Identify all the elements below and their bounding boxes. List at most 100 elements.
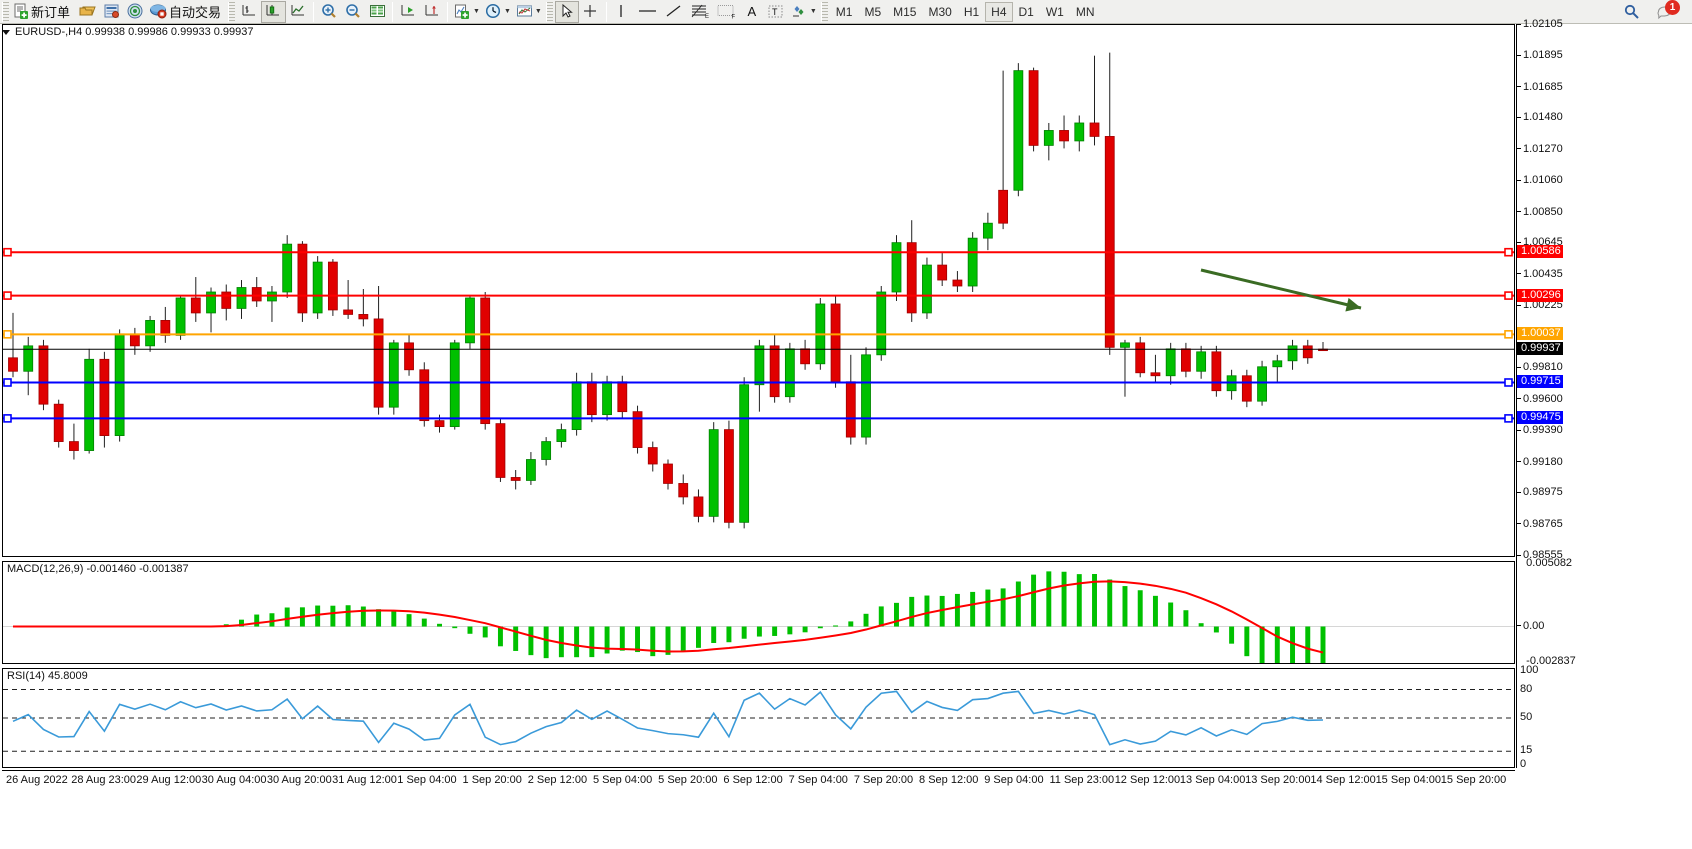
bar-chart-icon — [242, 5, 255, 16]
price-tick: 0.99810 — [1517, 362, 1563, 373]
line-chart-button[interactable] — [286, 1, 310, 23]
time-tick: 15 Sep 20:00 — [1440, 774, 1507, 786]
auto-scroll-button[interactable] — [396, 1, 420, 23]
chart-container[interactable]: EURUSD-,H4 0.99938 0.99986 0.99933 0.999… — [0, 19, 1692, 849]
notifications-button[interactable]: 1 — [1652, 0, 1680, 23]
price-tick: 0.98555 — [1517, 550, 1563, 561]
zoom-out-button[interactable] — [341, 1, 365, 23]
timeframe-m1[interactable]: M1 — [835, 4, 853, 19]
fibonacci-button[interactable]: E — [686, 1, 713, 23]
templates-caret-icon[interactable]: ▼ — [534, 8, 542, 15]
timeframe-h1[interactable]: H1 — [963, 4, 980, 19]
new-order-button[interactable]: 新订单 — [11, 1, 75, 23]
trendline-button[interactable] — [661, 1, 686, 23]
timeframe-mn[interactable]: MN — [1075, 4, 1095, 19]
new-order-icon — [14, 3, 28, 19]
horizontal-line-button[interactable] — [634, 1, 661, 23]
toolbar-separator-3 — [447, 1, 449, 22]
folder-button[interactable] — [75, 1, 99, 23]
rsi-tick: 0 — [1520, 758, 1527, 770]
toolbar-separator-1 — [313, 1, 315, 22]
price-tick: 0.98765 — [1517, 518, 1563, 530]
terminal-button[interactable] — [99, 1, 123, 23]
timeframe-m5[interactable]: M5 — [864, 4, 882, 19]
period-button[interactable]: ▼ — [482, 1, 513, 23]
chart-shift-button[interactable] — [420, 1, 444, 23]
svg-text:T: T — [772, 7, 778, 17]
time-tick: 13 Sep 04:00 — [1179, 774, 1246, 786]
text-button[interactable]: A — [740, 1, 764, 23]
objects-caret-icon[interactable]: ▼ — [809, 8, 817, 15]
macd-tick: -0.002837 — [1517, 655, 1576, 667]
time-tick: 1 Sep 04:00 — [397, 774, 457, 786]
signals-button[interactable] — [123, 1, 147, 23]
channel-button[interactable]: F — [713, 1, 740, 23]
toolbar-grip-3[interactable] — [545, 1, 553, 22]
templates-button[interactable]: ▼ — [513, 1, 544, 23]
price-label-current-price[interactable]: 0.99937 — [1517, 342, 1563, 356]
time-tick: 1 Sep 20:00 — [462, 774, 522, 786]
new-order-label: 新订单 — [31, 5, 71, 20]
notification-count-badge: 1 — [1665, 0, 1680, 15]
vertical-line-button[interactable] — [610, 1, 634, 23]
price-label-support-upper[interactable]: 0.99715 — [1517, 375, 1563, 389]
price-tick: 1.01480 — [1517, 112, 1563, 123]
toolbar-grip-2[interactable] — [228, 1, 236, 22]
rsi-pane[interactable]: RSI(14) 45.8009 — [2, 668, 1515, 768]
price-tick: 0.99390 — [1517, 425, 1563, 436]
price-label-pivot-level[interactable]: 1.00037 — [1517, 327, 1563, 341]
timeframe-w1[interactable]: W1 — [1045, 4, 1064, 19]
cursor-button[interactable] — [554, 0, 579, 23]
period-icon — [485, 3, 501, 19]
macd-tick: 0.005082 — [1517, 557, 1573, 569]
text-label-button[interactable]: T — [764, 1, 788, 23]
autotrading-label: 自动交易 — [169, 5, 222, 20]
candlestick-button[interactable] — [261, 0, 287, 23]
timeframe-m15[interactable]: M15 — [893, 4, 917, 19]
macd-tick: 0.00 — [1517, 620, 1544, 632]
time-tick: 15 Sep 04:00 — [1375, 774, 1442, 786]
price-axis[interactable]: 1.02105 1.01895 1.01685 1.01480 1.01270 1.010… — [1516, 19, 1692, 770]
price-pane[interactable] — [2, 24, 1515, 557]
vertical-line-icon — [620, 5, 622, 17]
toolbar-grip[interactable] — [2, 1, 9, 22]
chart-shift-icon — [425, 5, 438, 16]
price-label-resistance-upper[interactable]: 1.00586 — [1517, 245, 1563, 259]
indicators-button[interactable]: ▼ — [451, 1, 482, 23]
period-caret-icon[interactable]: ▼ — [503, 8, 511, 15]
text-label-icon: T — [768, 5, 783, 18]
line-chart-icon — [291, 5, 304, 16]
time-tick: 14 Sep 12:00 — [1310, 774, 1376, 786]
crosshair-button[interactable] — [579, 1, 603, 23]
autotrading-button[interactable]: 自动交易 — [147, 1, 226, 23]
zoom-in-button[interactable] — [317, 1, 341, 23]
time-tick: 2 Sep 12:00 — [527, 774, 588, 786]
bar-chart-button[interactable] — [237, 1, 261, 23]
objects-button[interactable]: ▼ — [788, 1, 819, 23]
timeframe-m30[interactable]: M30 — [928, 4, 952, 19]
horizontal-scrollbar[interactable] — [0, 790, 1692, 802]
crosshair-icon — [584, 5, 597, 17]
data-window-button[interactable] — [365, 1, 389, 23]
toolbar-grip-4[interactable] — [820, 1, 828, 22]
indicators-caret-icon[interactable]: ▼ — [473, 8, 480, 15]
macd-label: MACD(12,26,9) -0.001460 -0.001387 — [7, 563, 189, 575]
fibonacci-icon: E — [691, 4, 709, 20]
toolbar-separator-2 — [392, 1, 394, 22]
zoom-in-icon — [321, 4, 336, 18]
price-tick: 1.01895 — [1517, 50, 1563, 61]
price-tick: 1.01685 — [1517, 81, 1563, 93]
time-axis[interactable]: 26 Aug 2022 28 Aug 23:00 29 Aug 12:00 30 Au… — [2, 770, 1515, 790]
search-button[interactable] — [1620, 1, 1644, 23]
timeframe-h4[interactable]: H4 — [985, 1, 1013, 22]
macd-pane[interactable]: MACD(12,26,9) -0.001460 -0.001387 — [2, 561, 1515, 664]
price-tick: 1.01270 — [1517, 143, 1563, 155]
price-label-support-lower[interactable]: 0.99475 — [1517, 411, 1563, 425]
time-tick: 29 Aug 12:00 — [136, 774, 202, 786]
timeframe-d1[interactable]: D1 — [1018, 4, 1034, 19]
macd-chart — [3, 571, 1514, 663]
templates-icon — [516, 5, 532, 17]
price-label-resistance-lower[interactable]: 1.00296 — [1517, 288, 1563, 302]
main-toolbar: 新订单 自动交易 — [0, 0, 1692, 24]
chart-dropdown-icon[interactable] — [2, 29, 10, 35]
